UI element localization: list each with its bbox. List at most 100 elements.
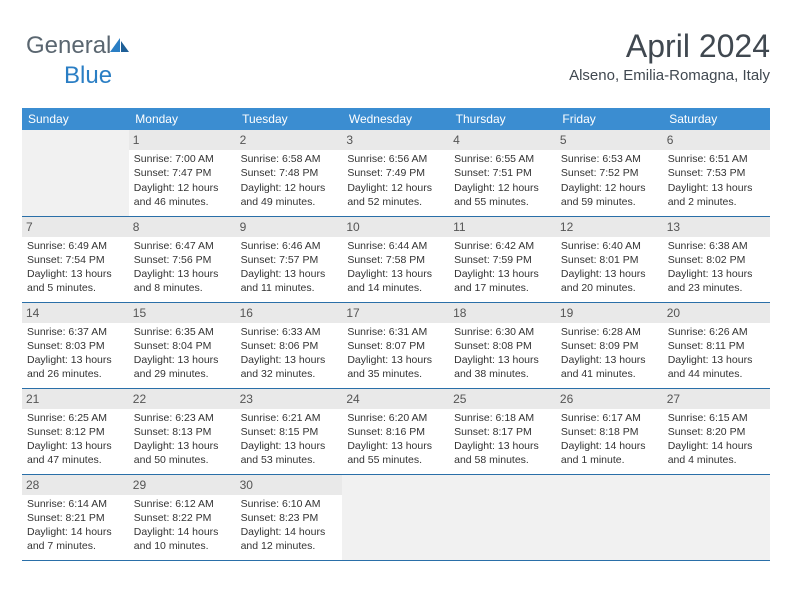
day-details: Sunrise: 6:17 AMSunset: 8:18 PMDaylight:… — [560, 411, 659, 468]
day-details: Sunrise: 6:21 AMSunset: 8:15 PMDaylight:… — [240, 411, 339, 468]
day-details: Sunrise: 6:40 AMSunset: 8:01 PMDaylight:… — [560, 239, 659, 296]
calendar-header-cell: Wednesday — [342, 108, 449, 130]
day-details: Sunrise: 7:00 AMSunset: 7:47 PMDaylight:… — [133, 152, 232, 209]
day-number: 11 — [449, 217, 556, 237]
day-details: Sunrise: 6:38 AMSunset: 8:02 PMDaylight:… — [667, 239, 766, 296]
calendar-day-cell: 26Sunrise: 6:17 AMSunset: 8:18 PMDayligh… — [556, 388, 663, 474]
calendar-day-cell: 19Sunrise: 6:28 AMSunset: 8:09 PMDayligh… — [556, 302, 663, 388]
day-number: 26 — [556, 389, 663, 409]
calendar-header-cell: Thursday — [449, 108, 556, 130]
calendar-header-cell: Friday — [556, 108, 663, 130]
calendar-empty-cell — [663, 474, 770, 560]
day-number: 9 — [236, 217, 343, 237]
day-number: 7 — [22, 217, 129, 237]
calendar-table: SundayMondayTuesdayWednesdayThursdayFrid… — [22, 108, 770, 561]
calendar-header-cell: Tuesday — [236, 108, 343, 130]
day-details: Sunrise: 6:30 AMSunset: 8:08 PMDaylight:… — [453, 325, 552, 382]
day-details: Sunrise: 6:35 AMSunset: 8:04 PMDaylight:… — [133, 325, 232, 382]
calendar-day-cell: 15Sunrise: 6:35 AMSunset: 8:04 PMDayligh… — [129, 302, 236, 388]
day-details: Sunrise: 6:26 AMSunset: 8:11 PMDaylight:… — [667, 325, 766, 382]
day-number: 1 — [129, 130, 236, 150]
location-subtitle: Alseno, Emilia-Romagna, Italy — [569, 67, 770, 84]
day-details: Sunrise: 6:25 AMSunset: 8:12 PMDaylight:… — [26, 411, 125, 468]
calendar-day-cell: 28Sunrise: 6:14 AMSunset: 8:21 PMDayligh… — [22, 474, 129, 560]
day-details: Sunrise: 6:15 AMSunset: 8:20 PMDaylight:… — [667, 411, 766, 468]
day-number: 14 — [22, 303, 129, 323]
day-number: 21 — [22, 389, 129, 409]
calendar-header-cell: Sunday — [22, 108, 129, 130]
calendar-day-cell: 17Sunrise: 6:31 AMSunset: 8:07 PMDayligh… — [342, 302, 449, 388]
calendar-row: 7Sunrise: 6:49 AMSunset: 7:54 PMDaylight… — [22, 216, 770, 302]
calendar-empty-cell — [22, 130, 129, 216]
calendar-day-cell: 3Sunrise: 6:56 AMSunset: 7:49 PMDaylight… — [342, 130, 449, 216]
day-number: 5 — [556, 130, 663, 150]
day-details: Sunrise: 6:28 AMSunset: 8:09 PMDaylight:… — [560, 325, 659, 382]
day-details: Sunrise: 6:33 AMSunset: 8:06 PMDaylight:… — [240, 325, 339, 382]
logo-sail-icon — [109, 34, 131, 62]
calendar-day-cell: 11Sunrise: 6:42 AMSunset: 7:59 PMDayligh… — [449, 216, 556, 302]
day-number: 29 — [129, 475, 236, 495]
day-number: 20 — [663, 303, 770, 323]
day-details: Sunrise: 6:20 AMSunset: 8:16 PMDaylight:… — [346, 411, 445, 468]
day-details: Sunrise: 6:14 AMSunset: 8:21 PMDaylight:… — [26, 497, 125, 554]
day-details: Sunrise: 6:55 AMSunset: 7:51 PMDaylight:… — [453, 152, 552, 209]
day-details: Sunrise: 6:31 AMSunset: 8:07 PMDaylight:… — [346, 325, 445, 382]
calendar-day-cell: 12Sunrise: 6:40 AMSunset: 8:01 PMDayligh… — [556, 216, 663, 302]
day-details: Sunrise: 6:47 AMSunset: 7:56 PMDaylight:… — [133, 239, 232, 296]
day-details: Sunrise: 6:58 AMSunset: 7:48 PMDaylight:… — [240, 152, 339, 209]
calendar-day-cell: 5Sunrise: 6:53 AMSunset: 7:52 PMDaylight… — [556, 130, 663, 216]
day-details: Sunrise: 6:44 AMSunset: 7:58 PMDaylight:… — [346, 239, 445, 296]
day-number: 19 — [556, 303, 663, 323]
calendar-empty-cell — [342, 474, 449, 560]
calendar-header-row: SundayMondayTuesdayWednesdayThursdayFrid… — [22, 108, 770, 130]
day-number: 27 — [663, 389, 770, 409]
day-details: Sunrise: 6:42 AMSunset: 7:59 PMDaylight:… — [453, 239, 552, 296]
calendar-day-cell: 24Sunrise: 6:20 AMSunset: 8:16 PMDayligh… — [342, 388, 449, 474]
calendar-day-cell: 30Sunrise: 6:10 AMSunset: 8:23 PMDayligh… — [236, 474, 343, 560]
calendar-day-cell: 25Sunrise: 6:18 AMSunset: 8:17 PMDayligh… — [449, 388, 556, 474]
calendar-day-cell: 20Sunrise: 6:26 AMSunset: 8:11 PMDayligh… — [663, 302, 770, 388]
logo-text-general: General — [26, 32, 111, 59]
day-number: 4 — [449, 130, 556, 150]
calendar-day-cell: 27Sunrise: 6:15 AMSunset: 8:20 PMDayligh… — [663, 388, 770, 474]
calendar-empty-cell — [449, 474, 556, 560]
day-details: Sunrise: 6:12 AMSunset: 8:22 PMDaylight:… — [133, 497, 232, 554]
day-details: Sunrise: 6:46 AMSunset: 7:57 PMDaylight:… — [240, 239, 339, 296]
day-number: 12 — [556, 217, 663, 237]
day-details: Sunrise: 6:18 AMSunset: 8:17 PMDaylight:… — [453, 411, 552, 468]
calendar-day-cell: 29Sunrise: 6:12 AMSunset: 8:22 PMDayligh… — [129, 474, 236, 560]
day-details: Sunrise: 6:10 AMSunset: 8:23 PMDaylight:… — [240, 497, 339, 554]
calendar-day-cell: 4Sunrise: 6:55 AMSunset: 7:51 PMDaylight… — [449, 130, 556, 216]
day-details: Sunrise: 6:53 AMSunset: 7:52 PMDaylight:… — [560, 152, 659, 209]
calendar-empty-cell — [556, 474, 663, 560]
day-number: 15 — [129, 303, 236, 323]
day-number: 24 — [342, 389, 449, 409]
logo-text-blue: Blue — [64, 62, 112, 89]
header-block: April 2024 Alseno, Emilia-Romagna, Italy — [569, 28, 770, 84]
day-number: 28 — [22, 475, 129, 495]
logo: General Blue — [26, 32, 131, 90]
day-number: 16 — [236, 303, 343, 323]
day-number: 3 — [342, 130, 449, 150]
calendar-day-cell: 22Sunrise: 6:23 AMSunset: 8:13 PMDayligh… — [129, 388, 236, 474]
calendar-row: 14Sunrise: 6:37 AMSunset: 8:03 PMDayligh… — [22, 302, 770, 388]
day-number: 6 — [663, 130, 770, 150]
calendar-row: 28Sunrise: 6:14 AMSunset: 8:21 PMDayligh… — [22, 474, 770, 560]
day-number: 18 — [449, 303, 556, 323]
day-details: Sunrise: 6:56 AMSunset: 7:49 PMDaylight:… — [346, 152, 445, 209]
day-number: 30 — [236, 475, 343, 495]
calendar-row: 1Sunrise: 7:00 AMSunset: 7:47 PMDaylight… — [22, 130, 770, 216]
calendar-day-cell: 21Sunrise: 6:25 AMSunset: 8:12 PMDayligh… — [22, 388, 129, 474]
calendar-row: 21Sunrise: 6:25 AMSunset: 8:12 PMDayligh… — [22, 388, 770, 474]
day-details: Sunrise: 6:51 AMSunset: 7:53 PMDaylight:… — [667, 152, 766, 209]
calendar-day-cell: 10Sunrise: 6:44 AMSunset: 7:58 PMDayligh… — [342, 216, 449, 302]
calendar-day-cell: 14Sunrise: 6:37 AMSunset: 8:03 PMDayligh… — [22, 302, 129, 388]
calendar-day-cell: 18Sunrise: 6:30 AMSunset: 8:08 PMDayligh… — [449, 302, 556, 388]
calendar-header-cell: Saturday — [663, 108, 770, 130]
calendar-header-cell: Monday — [129, 108, 236, 130]
day-details: Sunrise: 6:37 AMSunset: 8:03 PMDaylight:… — [26, 325, 125, 382]
calendar-day-cell: 6Sunrise: 6:51 AMSunset: 7:53 PMDaylight… — [663, 130, 770, 216]
calendar-day-cell: 2Sunrise: 6:58 AMSunset: 7:48 PMDaylight… — [236, 130, 343, 216]
day-number: 22 — [129, 389, 236, 409]
calendar-day-cell: 1Sunrise: 7:00 AMSunset: 7:47 PMDaylight… — [129, 130, 236, 216]
